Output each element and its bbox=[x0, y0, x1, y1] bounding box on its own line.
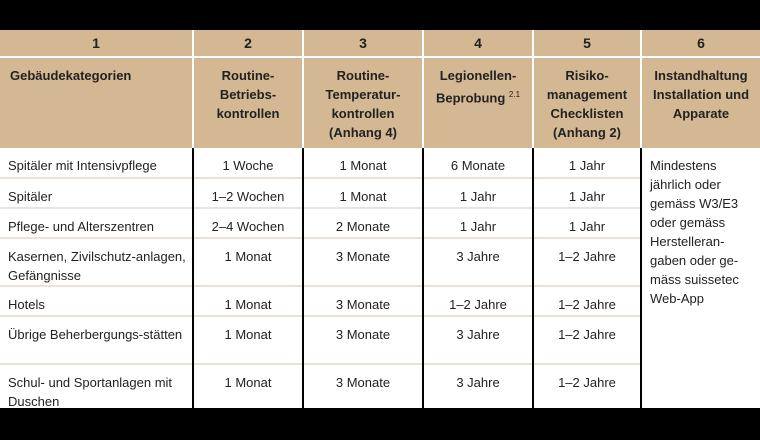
cell-betrieb: 2–4 Wochen bbox=[193, 207, 304, 238]
cell-temperatur: 3 Monate bbox=[303, 285, 424, 316]
cell-category: Kasernen, Zivilschutz-anlagen, Gefängnis… bbox=[0, 237, 194, 286]
col-header-instandhaltung: Instandhaltung Installation und Apparate bbox=[641, 57, 760, 148]
cell-legionellen: 6 Monate bbox=[423, 148, 534, 178]
cell-risiko: 1 Jahr bbox=[533, 148, 642, 178]
cell-betrieb: 1 Monat bbox=[193, 237, 304, 286]
table-row: Hotels 1 Monat 3 Monate 1–2 Jahre 1–2 Ja… bbox=[0, 285, 760, 316]
cell-instandhaltung-note: Mindestens jährlich oder gemäss W3/E3 od… bbox=[650, 158, 739, 306]
cell-betrieb: 1 Monat bbox=[193, 285, 304, 316]
cell-temperatur: 2 Monate bbox=[303, 207, 424, 238]
col-header-betrieb-text: Routine-Betriebs-kontrollen bbox=[216, 68, 280, 121]
col-header-temperatur-text: Routine-Temperatur-kontrollen (Anhang 4) bbox=[325, 68, 401, 140]
table-container: 1 2 3 4 5 6 Gebäudekategorien Routine-Be… bbox=[0, 30, 760, 412]
cell-risiko: 1–2 Jahre bbox=[533, 363, 642, 412]
table-row: Spitäler 1–2 Wochen 1 Monat 1 Jahr 1 Jah… bbox=[0, 177, 760, 208]
cell-category: Spitäler mit Intensivpflege bbox=[0, 148, 194, 178]
cell-betrieb: 1–2 Wochen bbox=[193, 177, 304, 208]
table-row: Schul- und Sportanlagen mit Duschen 1 Mo… bbox=[0, 363, 760, 412]
col-header-category: Gebäudekategorien bbox=[0, 57, 194, 148]
cell-category: Hotels bbox=[0, 285, 194, 316]
cell-risiko: 1 Jahr bbox=[533, 207, 642, 238]
cell-temperatur: 1 Monat bbox=[303, 177, 424, 208]
cell-temperatur: 3 Monate bbox=[303, 315, 424, 364]
cell-temperatur: 1 Monat bbox=[303, 148, 424, 178]
table-row: Kasernen, Zivilschutz-anlagen, Gefängnis… bbox=[0, 237, 760, 286]
cell-legionellen: 3 Jahre bbox=[423, 237, 534, 286]
cell-temperatur: 3 Monate bbox=[303, 363, 424, 412]
col-header-legionellen-text: Legionellen-Beprobung bbox=[435, 68, 517, 106]
cell-category: Übrige Beherbergungs-stätten bbox=[0, 315, 194, 364]
header-label-row: Gebäudekategorien Routine-Betriebs-kontr… bbox=[0, 57, 760, 148]
cell-betrieb: 1 Monat bbox=[193, 363, 304, 412]
table-row: Übrige Beherbergungs-stätten 1 Monat 3 M… bbox=[0, 315, 760, 364]
table-row: Pflege- und Alterszentren 2–4 Wochen 2 M… bbox=[0, 207, 760, 238]
col-header-risiko-text: Risiko-management Checklisten (Anhang 2) bbox=[546, 68, 628, 140]
col-header-legionellen: Legionellen-Beprobung 2.1 bbox=[423, 57, 534, 148]
cell-risiko: 1–2 Jahre bbox=[533, 237, 642, 286]
cell-legionellen: 3 Jahre bbox=[423, 363, 534, 412]
col-header-instandhaltung-text: Instandhaltung Installation und Apparate bbox=[652, 68, 750, 121]
cell-risiko: 1–2 Jahre bbox=[533, 285, 642, 316]
cell-legionellen: 1 Jahr bbox=[423, 207, 534, 238]
cell-legionellen: 3 Jahre bbox=[423, 315, 534, 364]
col-number-3: 3 bbox=[303, 30, 424, 58]
col-header-betrieb: Routine-Betriebs-kontrollen bbox=[193, 57, 304, 148]
cell-betrieb: 1 Monat bbox=[193, 315, 304, 364]
col-number-5: 5 bbox=[533, 30, 642, 58]
cell-category: Pflege- und Alterszentren bbox=[0, 207, 194, 238]
cell-legionellen: 1 Jahr bbox=[423, 177, 534, 208]
cell-betrieb: 1 Woche bbox=[193, 148, 304, 178]
cell-risiko: 1 Jahr bbox=[533, 177, 642, 208]
col-header-risiko: Risiko-management Checklisten (Anhang 2) bbox=[533, 57, 642, 148]
cell-risiko: 1–2 Jahre bbox=[533, 315, 642, 364]
col-number-1: 1 bbox=[0, 30, 194, 58]
cell-legionellen: 1–2 Jahre bbox=[423, 285, 534, 316]
maintenance-table: 1 2 3 4 5 6 Gebäudekategorien Routine-Be… bbox=[0, 30, 760, 412]
col-header-category-text: Gebäudekategorien bbox=[10, 68, 132, 83]
footnote-mark: 2.1 bbox=[508, 90, 521, 99]
col-number-6: 6 bbox=[641, 30, 760, 58]
cell-category: Schul- und Sportanlagen mit Duschen bbox=[0, 363, 194, 412]
col-header-temperatur: Routine-Temperatur-kontrollen (Anhang 4) bbox=[303, 57, 424, 148]
table-row: Spitäler mit Intensivpflege 1 Woche 1 Mo… bbox=[0, 148, 760, 306]
cell-temperatur: 3 Monate bbox=[303, 237, 424, 286]
col-number-4: 4 bbox=[423, 30, 534, 58]
cell-category: Spitäler bbox=[0, 177, 194, 208]
col-number-2: 2 bbox=[193, 30, 304, 58]
header-number-row: 1 2 3 4 5 6 bbox=[0, 30, 760, 58]
